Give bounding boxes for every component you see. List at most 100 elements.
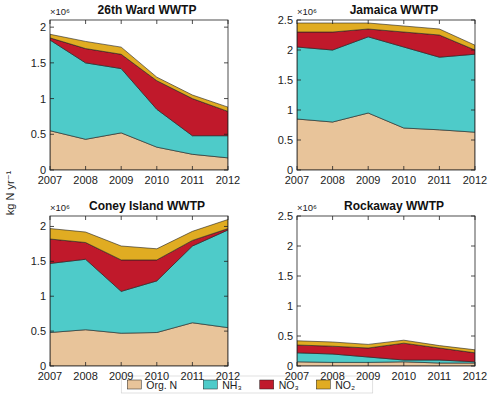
x-tick-label: 2012 (463, 370, 487, 382)
x-tick-label: 2010 (392, 370, 416, 382)
y-tick-label: 1 (40, 290, 46, 302)
y-tick (224, 331, 228, 332)
axis-multiplier: ×10⁶ (50, 202, 70, 213)
y-tick-label: 0.5 (278, 330, 293, 342)
x-tick (192, 166, 193, 170)
frame (50, 216, 228, 366)
x-tick (228, 20, 229, 24)
x-tick (50, 166, 51, 170)
y-tick-label: 2 (287, 240, 293, 252)
y-tick (50, 331, 54, 332)
y-tick-label: 1.5 (31, 255, 46, 267)
x-tick (156, 216, 157, 220)
y-tick (297, 366, 301, 367)
x-tick (332, 20, 333, 24)
x-tick (228, 216, 229, 220)
panel: Org. NNH₃NO₃NO₂00.511.522007200820092010… (4, 3, 240, 215)
x-tick (192, 362, 193, 366)
y-tick-label: 0.5 (31, 128, 46, 140)
y-tick-label: 0.5 (31, 325, 46, 337)
x-tick-label: 2009 (356, 370, 380, 382)
x-tick (50, 216, 51, 220)
y-tick (297, 216, 301, 217)
x-tick (50, 20, 51, 24)
y-tick-label: 2 (40, 220, 46, 232)
x-tick-label: 2007 (38, 370, 62, 382)
x-tick (121, 362, 122, 366)
x-tick-label: 2007 (285, 370, 309, 382)
y-tick (297, 50, 301, 51)
y-tick (50, 62, 54, 63)
x-tick (50, 362, 51, 366)
panel: Org. NNH₃NO₃NO₂00.511.522007200820092010… (31, 199, 241, 382)
y-tick-label: 2.5 (278, 14, 293, 26)
y-tick (50, 226, 54, 227)
areas: Org. NNH₃NO₃NO₂ (297, 23, 475, 170)
x-tick (403, 20, 404, 24)
x-tick (156, 362, 157, 366)
x-tick-label: 2011 (428, 174, 452, 186)
x-tick-label: 2012 (216, 174, 240, 186)
y-tick-label: 1 (287, 300, 293, 312)
y-tick-label: 0.5 (278, 134, 293, 146)
y-tick (224, 27, 228, 28)
x-tick (121, 166, 122, 170)
x-tick (332, 216, 333, 220)
x-tick (475, 216, 476, 220)
x-tick (403, 362, 404, 366)
x-tick (475, 166, 476, 170)
x-tick (156, 166, 157, 170)
x-tick-label: 2007 (38, 174, 62, 186)
x-tick (85, 20, 86, 24)
y-tick-label: 1.5 (31, 57, 46, 69)
y-tick (297, 110, 301, 111)
y-tick (471, 140, 475, 141)
x-tick (368, 362, 369, 366)
y-tick (471, 50, 475, 51)
area: NO₃ (50, 38, 228, 136)
x-tick-label: 2011 (428, 370, 452, 382)
y-tick (224, 134, 228, 135)
title: Coney Island WWTP (89, 199, 205, 213)
y-tick (471, 366, 475, 367)
x-tick (156, 20, 157, 24)
x-tick (297, 362, 298, 366)
y-tick (50, 98, 54, 99)
y-tick (471, 216, 475, 217)
x-tick (85, 166, 86, 170)
frame (297, 216, 475, 366)
y-tick (50, 134, 54, 135)
x-tick-label: 2007 (285, 174, 309, 186)
areas: Org. NNH₃NO₃NO₂ (50, 34, 228, 170)
y-tick (224, 226, 228, 227)
y-tick (224, 261, 228, 262)
x-tick-label: 2011 (181, 370, 205, 382)
area: NO₂ (297, 340, 475, 353)
axis-multiplier: ×10⁶ (297, 6, 317, 17)
y-tick (50, 261, 54, 262)
panel: Org. NNH₃NO₃NO₂00.511.522.52007200820092… (278, 199, 488, 382)
y-tick (297, 336, 301, 337)
areas: Org. NNH₃NO₃NO₂ (297, 340, 475, 366)
y-tick (471, 110, 475, 111)
title: Rockaway WWTP (344, 199, 444, 213)
frame (297, 20, 475, 170)
y-tick (224, 366, 228, 367)
x-tick-label: 2012 (216, 370, 240, 382)
axis-multiplier: ×10⁶ (297, 202, 317, 213)
x-tick-label: 2012 (463, 174, 487, 186)
x-tick (368, 20, 369, 24)
x-tick (368, 166, 369, 170)
x-tick-label: 2010 (392, 174, 416, 186)
x-tick (192, 20, 193, 24)
x-tick-label: 2009 (109, 370, 133, 382)
title: 26th Ward WWTP (98, 3, 197, 17)
x-tick (297, 216, 298, 220)
y-tick (50, 366, 54, 367)
y-tick-label: 2 (40, 21, 46, 33)
x-tick-label: 2008 (73, 370, 97, 382)
x-tick (332, 362, 333, 366)
y-tick (297, 246, 301, 247)
y-tick (471, 306, 475, 307)
x-tick (439, 166, 440, 170)
